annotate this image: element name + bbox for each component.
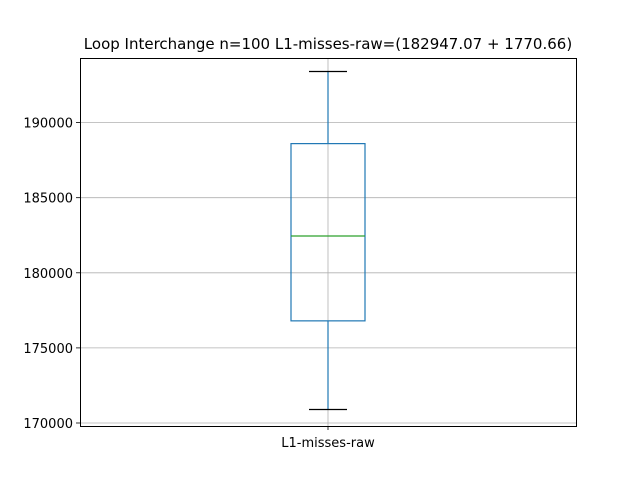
chart-title: Loop Interchange n=100 L1-misses-raw=(18…	[84, 35, 572, 53]
x-axis-ticks: L1-misses-raw	[281, 426, 375, 451]
y-tick-label: 190000	[23, 117, 73, 132]
plot-area-frame	[80, 58, 577, 427]
y-tick-label: 170000	[23, 417, 73, 432]
x-tick-label: L1-misses-raw	[281, 436, 375, 451]
box-elements	[290, 70, 366, 411]
iqr-box	[290, 143, 366, 322]
y-tick-label: 175000	[23, 342, 73, 357]
y-axis-ticks: 170000 175000 180000 185000 190000	[23, 117, 80, 432]
y-tick-label: 185000	[23, 192, 73, 207]
y-tick-label: 180000	[23, 267, 73, 282]
